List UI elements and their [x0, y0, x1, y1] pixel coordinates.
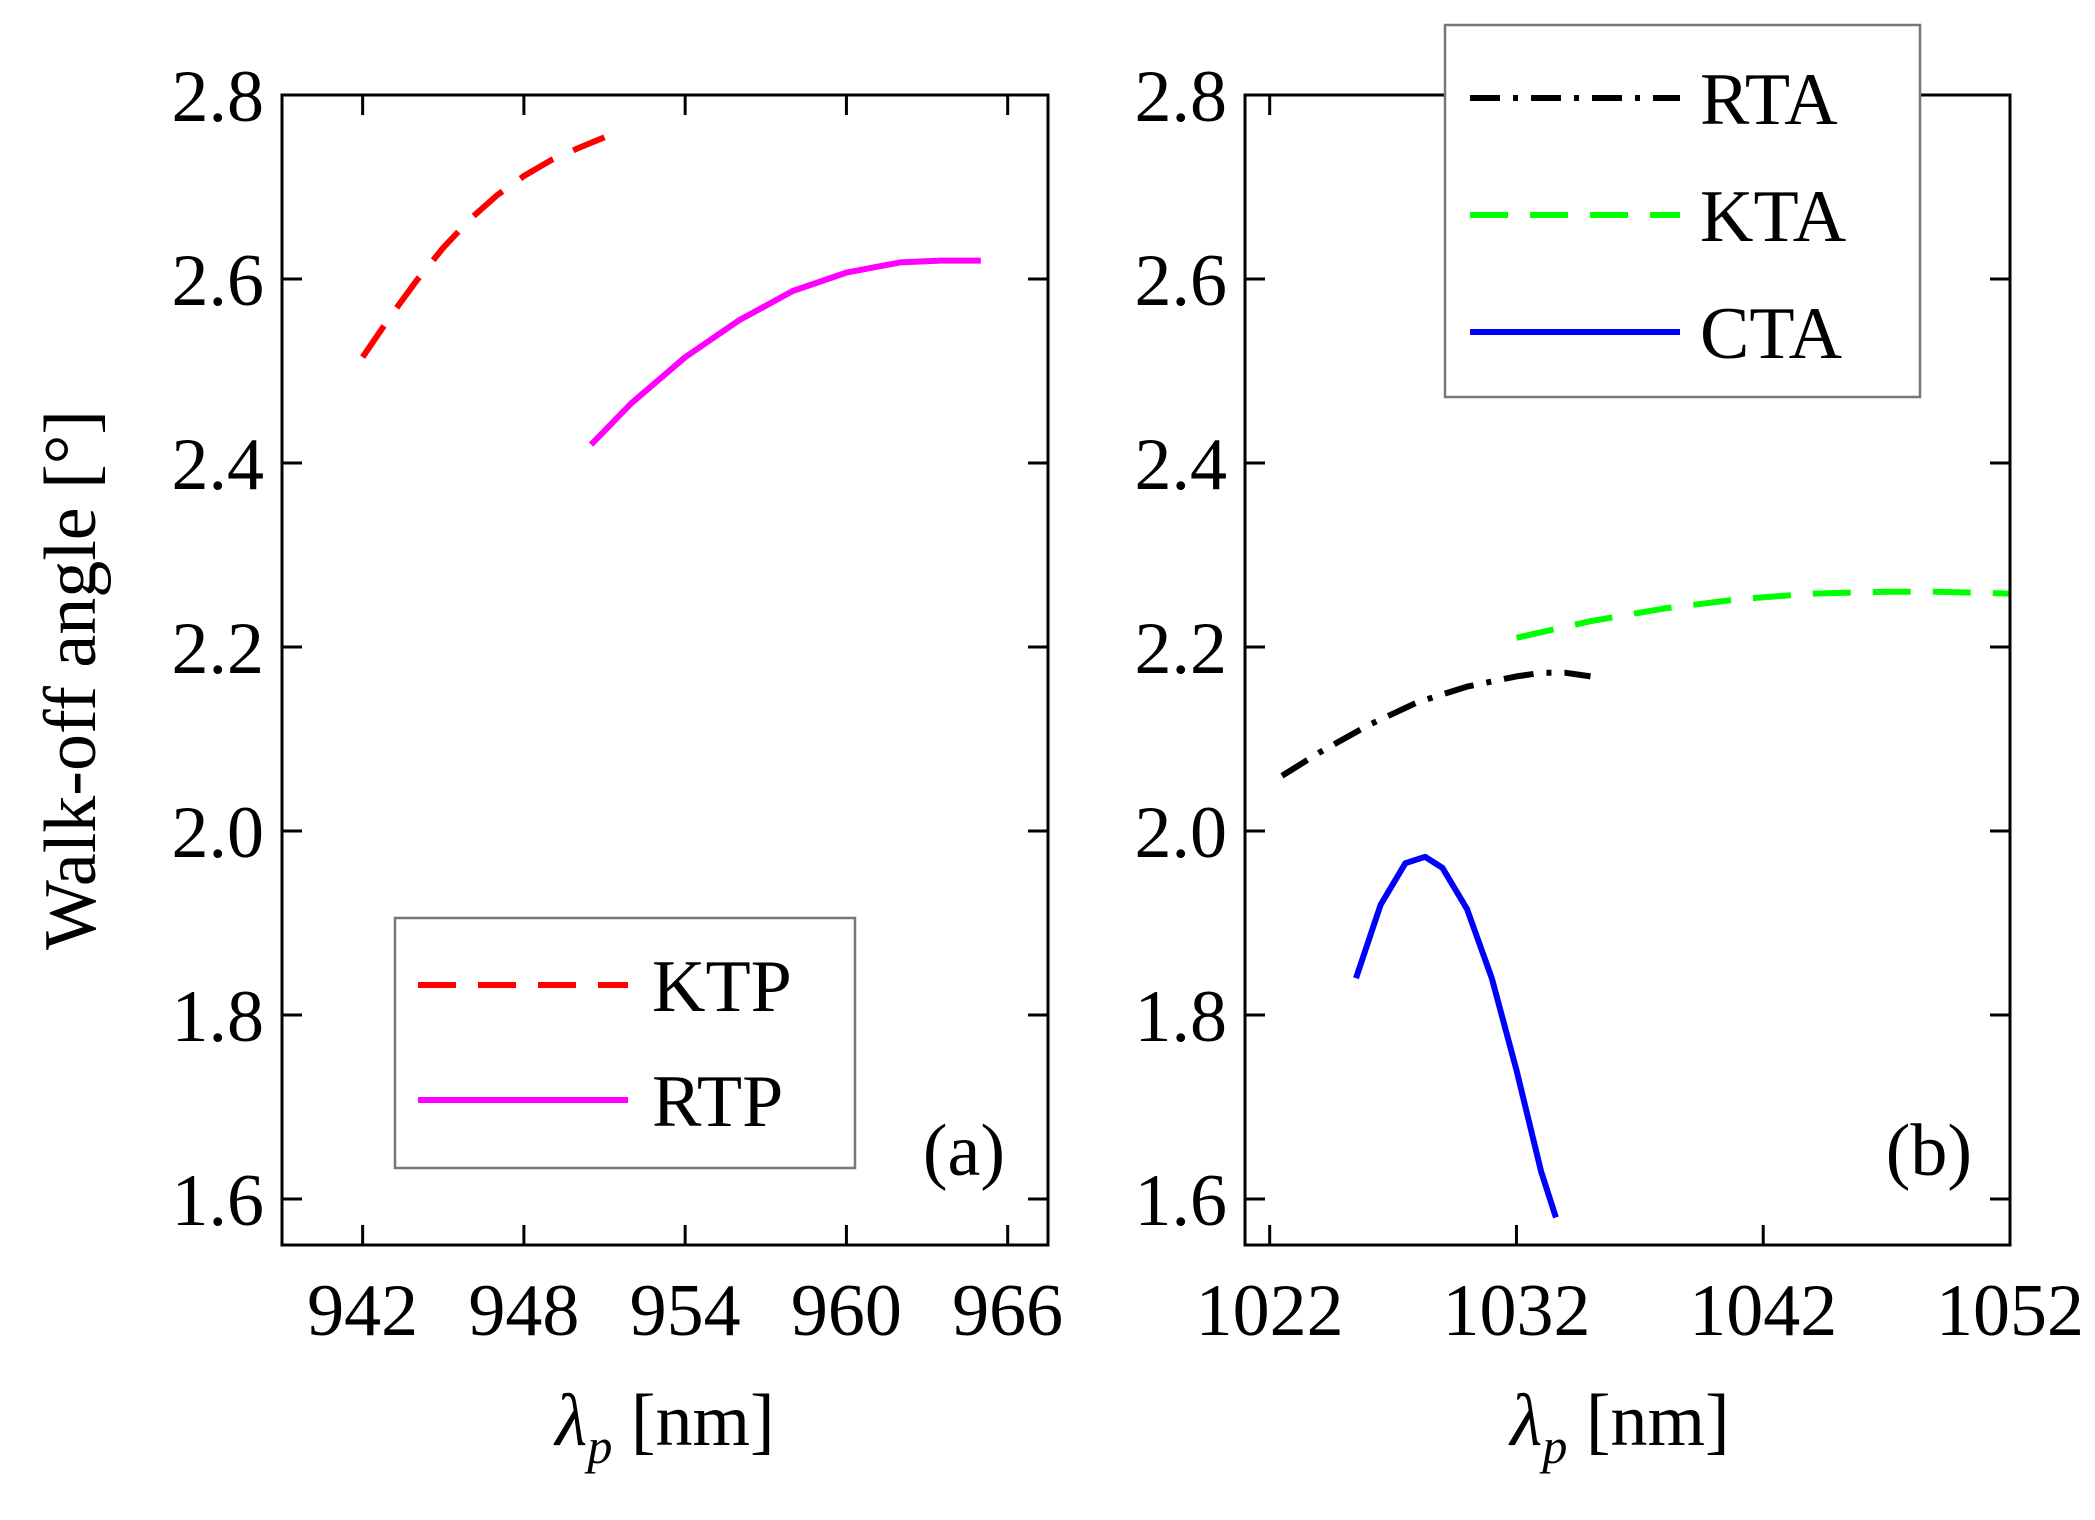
panel-a-legend-label-ktp: KTP	[652, 946, 792, 1028]
panel-b-x-axis-subscript: p	[1539, 1418, 1567, 1474]
panel-a-x-tick-label: 942	[307, 1270, 418, 1352]
panel-b-series-kta-line	[1515, 588, 2011, 641]
panel-b-label: (b)	[1886, 1110, 1972, 1192]
panel-b-x-tick-label: 1042	[1689, 1270, 1837, 1352]
panel-a: 1.6 1.8 2.0 2.2 2.4 2.6 2.8 942 948 954 960 966 λp […	[30, 56, 1063, 1474]
panel-a-series-ktp-line	[360, 134, 606, 359]
panel-b-y-tick-label: 1.8	[1135, 976, 1228, 1058]
panel-a-y-axis-title: Walk-off angle [°]	[30, 410, 112, 950]
panel-b-x-axis-title: λp [nm]	[1508, 1380, 1729, 1474]
panel-b-legend-box	[1443, 23, 1922, 399]
panel-a-x-axis-subscript: p	[584, 1418, 612, 1474]
panel-a-label: (a)	[923, 1110, 1005, 1192]
panel-a-series-rtp-line	[588, 257, 981, 447]
panel-a-y-tick-label: 1.6	[172, 1160, 265, 1242]
panel-a-x-axis-symbol: λ	[553, 1380, 587, 1462]
panel-b-series-rta-line	[1280, 669, 1591, 779]
panel-b-y-tick-label: 2.0	[1135, 792, 1228, 874]
panel-a-legend-label-rtp: RTP	[652, 1061, 783, 1143]
panel-b-series-cta-line	[1353, 853, 1559, 1219]
panel-a-x-axis-title: λp [nm]	[553, 1380, 774, 1474]
panel-b-y-tick-label: 2.4	[1135, 424, 1228, 506]
panel-b-y-tick-label: 2.6	[1135, 240, 1228, 322]
panel-a-y-tick-label: 2.8	[172, 56, 265, 138]
panel-b-x-tick-label: 1032	[1442, 1270, 1590, 1352]
panel-a-x-tick-label: 948	[468, 1270, 579, 1352]
panel-b-legend-label-kta: KTA	[1700, 176, 1846, 258]
panel-b-x-tick-label: 1022	[1196, 1270, 1344, 1352]
panel-a-x-axis-unit: [nm]	[612, 1380, 774, 1462]
panel-a-x-tick-label: 960	[791, 1270, 902, 1352]
panel-a-plot-frame	[280, 93, 1050, 1247]
panel-b-y-tick-label: 1.6	[1135, 1160, 1228, 1242]
panel-a-y-tick-label: 2.4	[172, 424, 265, 506]
panel-a-legend-box	[393, 916, 857, 1170]
panel-b-x-tick-label: 1052	[1936, 1270, 2084, 1352]
panel-b-legend-label-rta: RTA	[1700, 59, 1838, 141]
panel-a-x-tick-label: 966	[952, 1270, 1063, 1352]
panel-a-x-tick-label: 954	[630, 1270, 741, 1352]
panel-b: 1.6 1.8 2.0 2.2 2.4 2.6 2.8 1022 1032 1042 1052 λp …	[1135, 23, 2084, 1474]
panel-a-y-tick-label: 2.0	[172, 792, 265, 874]
panel-a-y-tick-label: 2.6	[172, 240, 265, 322]
panel-b-legend-label-cta: CTA	[1700, 293, 1842, 375]
panel-a-y-tick-label: 2.2	[172, 608, 265, 690]
panel-a-y-tick-label: 1.8	[172, 976, 265, 1058]
panel-b-x-axis-symbol: λ	[1508, 1380, 1542, 1462]
panel-b-y-tick-label: 2.8	[1135, 56, 1228, 138]
panel-b-y-tick-label: 2.2	[1135, 608, 1228, 690]
panel-b-x-axis-unit: [nm]	[1567, 1380, 1729, 1462]
